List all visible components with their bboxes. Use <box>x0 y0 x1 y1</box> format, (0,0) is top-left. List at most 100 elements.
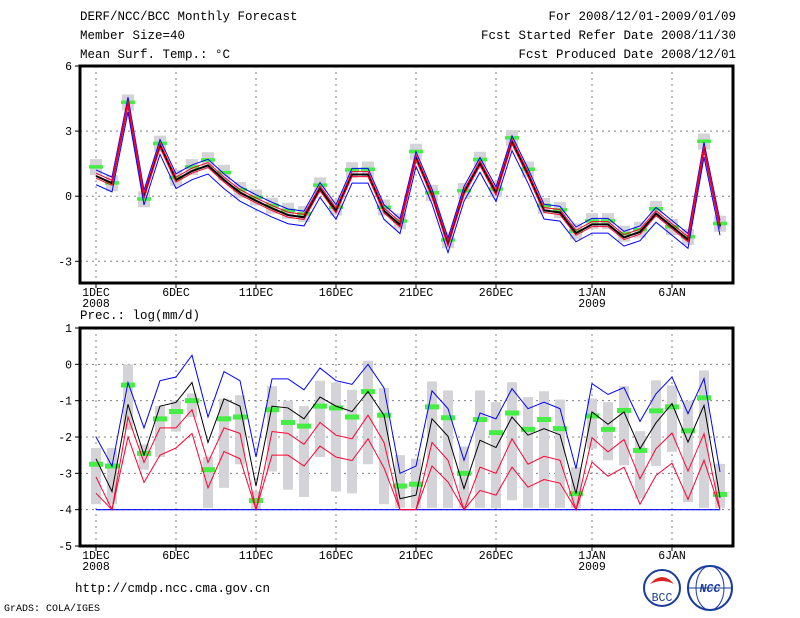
x-tick-year: 2009 <box>578 561 606 574</box>
observed-mark <box>537 203 551 208</box>
spread-bar <box>491 402 501 508</box>
observed-mark <box>489 430 503 436</box>
observed-mark <box>249 195 263 200</box>
observed-mark <box>473 417 487 423</box>
observed-mark <box>89 165 103 169</box>
lower-quartile-line <box>95 105 721 248</box>
upper-bound-line <box>95 354 721 475</box>
x-tick-label: 11DEC <box>239 550 274 563</box>
observed-mark <box>329 405 343 411</box>
spread-bar <box>283 400 293 490</box>
observed-mark <box>505 136 519 140</box>
observed-mark <box>617 407 631 413</box>
observed-mark <box>281 208 295 213</box>
y-tick-label: 1 <box>65 323 72 336</box>
spread-bar <box>267 386 277 472</box>
y-tick-label: 3 <box>65 126 72 139</box>
member-size: Member Size=40 <box>80 29 186 43</box>
observed-mark <box>585 219 599 223</box>
observed-mark <box>617 231 631 236</box>
observed-mark <box>521 426 535 432</box>
spread-bar <box>523 397 533 508</box>
forecast-period: For 2008/12/01-2009/01/09 <box>548 10 736 24</box>
observed-mark <box>201 467 215 473</box>
observed-mark <box>217 170 231 175</box>
x-tick-label: 1DEC <box>82 550 110 563</box>
observed-mark <box>505 410 519 416</box>
x-tick-label: 26DEC <box>479 550 514 563</box>
observed-mark <box>537 417 551 423</box>
upper-bound-line <box>95 97 721 240</box>
observed-mark <box>665 404 679 410</box>
observed-mark <box>281 419 295 425</box>
observed-mark <box>601 426 615 432</box>
upper-quartile-line <box>95 100 721 243</box>
spread-bar <box>699 370 709 508</box>
y-tick-label: -5 <box>58 541 72 554</box>
x-tick-label: 11DEC <box>239 287 274 300</box>
observed-mark <box>697 139 711 144</box>
observed-mark <box>649 408 663 414</box>
observed-mark <box>553 426 567 432</box>
x-tick-label: 16DEC <box>319 550 354 563</box>
y-tick-label: 0 <box>65 359 72 372</box>
x-tick-label: 21DEC <box>399 550 434 563</box>
started-date: Fcst Started Refer Date 2008/11/30 <box>480 29 736 43</box>
x-tick-year: 2008 <box>82 298 110 311</box>
observed-mark <box>153 416 167 422</box>
observed-mark <box>569 229 583 233</box>
x-tick-label: 6DEC <box>162 287 190 300</box>
spread-bar <box>347 389 357 494</box>
bcc-logo-icon: BCC <box>643 569 681 607</box>
x-tick-label: 1JAN <box>578 550 606 563</box>
ncc-logo-icon: NCC <box>687 565 733 611</box>
spread-bar <box>443 390 453 508</box>
spread-bar <box>123 364 133 430</box>
observed-mark <box>393 483 407 489</box>
plot-frame <box>78 326 735 548</box>
spread-bar <box>683 400 693 503</box>
spread-bar <box>587 398 597 449</box>
spread-bar <box>363 360 373 465</box>
spread-bar <box>555 399 565 508</box>
observed-mark <box>649 207 663 211</box>
svg-text:BCC: BCC <box>652 592 673 605</box>
x-tick-label: 6JAN <box>658 550 686 563</box>
y-tick-label: -3 <box>58 468 72 481</box>
y-tick-label: -4 <box>58 505 72 518</box>
spread-bar <box>571 467 581 508</box>
x-tick-label: 21DEC <box>399 287 434 300</box>
observed-mark <box>633 447 647 453</box>
observed-mark <box>249 498 263 504</box>
spread-bar <box>155 406 165 457</box>
spread-bar <box>107 447 117 505</box>
spread-bar <box>219 398 229 488</box>
x-tick-label: 16DEC <box>319 287 354 300</box>
x-tick-label: 26DEC <box>479 287 514 300</box>
spread-bar <box>427 381 437 508</box>
y-tick-label: -2 <box>58 432 72 445</box>
figure-title: DERF/NCC/BCC Monthly Forecast <box>80 10 298 24</box>
source-url: http://cmdp.ncc.cma.gov.cn <box>75 582 271 596</box>
spread-bar <box>315 380 325 457</box>
spread-bar <box>667 385 677 452</box>
spread-bar <box>395 455 405 508</box>
observed-mark <box>441 415 455 421</box>
spread-bar <box>619 386 629 466</box>
spread-bar <box>459 446 469 508</box>
observed-mark <box>313 403 327 409</box>
spread-bar <box>475 390 485 508</box>
observed-mark <box>137 197 151 201</box>
produced-date: Fcst Produced Date 2008/12/01 <box>518 48 736 62</box>
observed-mark <box>233 414 247 420</box>
y-tick-label: 6 <box>65 61 72 74</box>
observed-mark <box>89 461 103 467</box>
x-tick-label: 1DEC <box>82 287 110 300</box>
y-tick-label: 0 <box>65 191 72 204</box>
plot-frame <box>78 64 735 285</box>
spread-bar <box>171 400 181 432</box>
